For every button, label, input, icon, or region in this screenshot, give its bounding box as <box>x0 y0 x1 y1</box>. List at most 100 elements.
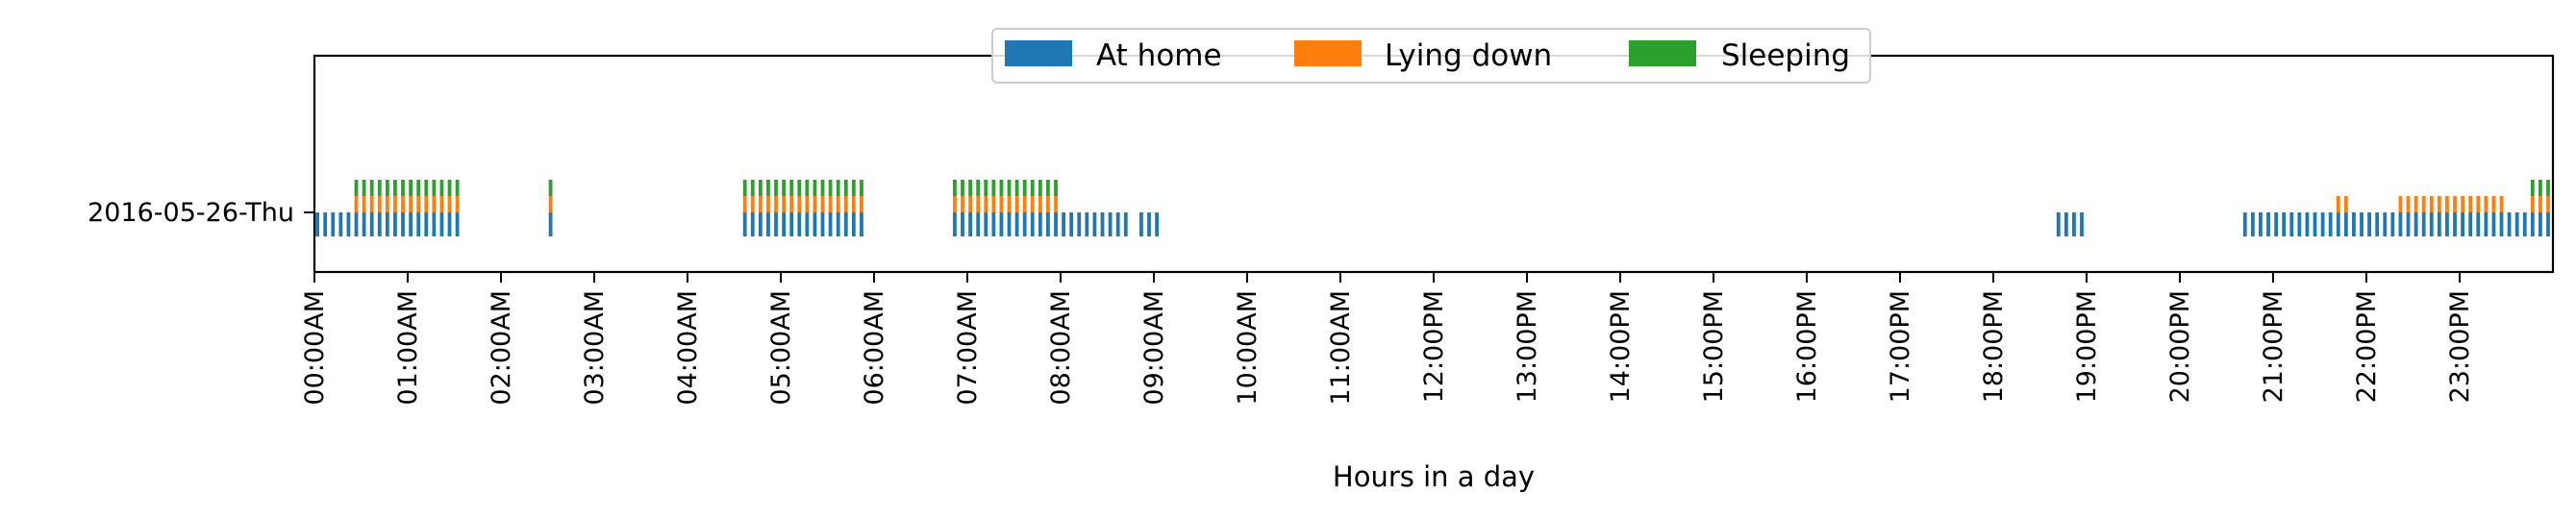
legend-label-at-home: At home <box>1096 38 1222 73</box>
x-axis: 00:00AM 01:00AM 02:00AM 03:00AM 04:00AM 05:00… <box>300 272 2475 406</box>
event-mark-at-home <box>1139 212 1143 236</box>
event-mark-at-home <box>385 212 389 236</box>
x-tick-label: 06:00AM <box>860 290 889 406</box>
event-mark-lying-down <box>813 196 817 212</box>
event-mark-at-home <box>1054 212 1058 236</box>
event-mark-lying-down <box>782 196 786 212</box>
event-mark-at-home <box>782 212 786 236</box>
event-mark-sleeping <box>1014 180 1019 196</box>
event-mark-at-home <box>362 212 366 236</box>
event-mark-sleeping <box>968 180 972 196</box>
event-mark-at-home <box>828 212 833 236</box>
event-mark-at-home <box>416 212 421 236</box>
event-mark-sleeping <box>961 180 964 196</box>
x-tick-label: 02:00AM <box>487 290 516 406</box>
event-mark-lying-down <box>2343 196 2348 212</box>
event-mark-sleeping <box>1046 180 1050 196</box>
event-mark-sleeping <box>742 180 747 196</box>
x-tick-label: 15:00PM <box>1699 290 1729 403</box>
event-mark-lying-down <box>766 196 770 212</box>
event-mark-at-home <box>2367 212 2371 236</box>
event-mark-at-home <box>439 212 444 236</box>
event-mark-at-home <box>2383 212 2388 236</box>
x-tick-label: 17:00PM <box>1886 290 1915 403</box>
event-mark-at-home <box>1046 212 1050 236</box>
event-mark-lying-down <box>439 196 444 212</box>
x-axis-title: Hours in a day <box>1333 460 1535 493</box>
event-mark-at-home <box>805 212 810 236</box>
event-mark-at-home <box>766 212 770 236</box>
event-mark-at-home <box>2289 212 2294 236</box>
event-mark-lying-down <box>976 196 981 212</box>
event-mark-lying-down <box>1054 196 1058 212</box>
event-mark-lying-down <box>424 196 429 212</box>
x-tick-label: 00:00AM <box>300 290 330 406</box>
x-tick-label: 20:00PM <box>2165 290 2195 403</box>
event-mark-at-home <box>820 212 825 236</box>
event-mark-at-home <box>1092 212 1097 236</box>
event-mark-at-home <box>2476 212 2481 236</box>
event-mark-lying-down <box>2530 196 2535 212</box>
event-mark-sleeping <box>354 180 359 196</box>
event-mark-at-home <box>2413 212 2418 236</box>
event-mark-at-home <box>1085 212 1089 236</box>
event-mark-sleeping <box>393 180 397 196</box>
event-mark-at-home <box>1108 212 1113 236</box>
event-mark-at-home <box>961 212 964 236</box>
event-mark-sleeping <box>789 180 794 196</box>
event-mark-at-home <box>1022 212 1027 236</box>
x-tick-label: 13:00PM <box>1513 290 1542 403</box>
event-mark-lying-down <box>2461 196 2464 212</box>
event-mark-at-home <box>797 212 802 236</box>
event-mark-at-home <box>1069 212 1074 236</box>
event-mark-lying-down <box>1007 196 1012 212</box>
event-mark-sleeping <box>377 180 382 196</box>
event-mark-at-home <box>813 212 817 236</box>
event-mark-sleeping <box>432 180 437 196</box>
event-mark-lying-down <box>369 196 374 212</box>
event-mark-at-home <box>409 212 413 236</box>
event-mark-lying-down <box>385 196 389 212</box>
event-mark-at-home <box>401 212 405 236</box>
event-mark-at-home <box>836 212 840 236</box>
event-mark-sleeping <box>385 180 389 196</box>
event-mark-lying-down <box>1022 196 1027 212</box>
event-mark-sleeping <box>836 180 840 196</box>
event-mark-lying-down <box>968 196 972 212</box>
event-mark-at-home <box>789 212 794 236</box>
event-mark-at-home <box>1155 212 1159 236</box>
event-mark-lying-down <box>953 196 957 212</box>
event-mark-lying-down <box>2499 196 2504 212</box>
event-mark-at-home <box>548 212 553 236</box>
event-mark-at-home <box>323 212 328 236</box>
event-mark-at-home <box>860 212 863 236</box>
event-mark-at-home <box>393 212 397 236</box>
event-mark-at-home <box>2259 212 2263 236</box>
event-mark-sleeping <box>782 180 786 196</box>
event-mark-sleeping <box>953 180 957 196</box>
event-mark-sleeping <box>758 180 763 196</box>
event-mark-lying-down <box>2453 196 2457 212</box>
event-mark-at-home <box>2375 212 2380 236</box>
event-mark-at-home <box>331 212 336 236</box>
event-mark-lying-down <box>805 196 810 212</box>
event-mark-lying-down <box>2484 196 2488 212</box>
event-mark-at-home <box>2546 212 2550 236</box>
x-tick-label: 08:00AM <box>1046 290 1076 406</box>
event-mark-at-home <box>2398 212 2403 236</box>
event-mark-sleeping <box>797 180 802 196</box>
event-mark-at-home <box>758 212 763 236</box>
event-mark-lying-down <box>2491 196 2496 212</box>
legend-swatch-lying-down <box>1294 40 1362 66</box>
event-mark-at-home <box>2406 212 2411 236</box>
event-mark-sleeping <box>860 180 863 196</box>
x-tick-label: 03:00AM <box>580 290 610 406</box>
event-mark-sleeping <box>1030 180 1035 196</box>
event-mark-sleeping <box>439 180 444 196</box>
event-mark-lying-down <box>828 196 833 212</box>
x-tick-label: 16:00PM <box>1792 290 1822 403</box>
event-mark-at-home <box>1014 212 1019 236</box>
event-mark-lying-down <box>2538 196 2542 212</box>
x-tick-label: 19:00PM <box>2072 290 2102 403</box>
x-tick-label: 18:00PM <box>1979 290 2009 403</box>
